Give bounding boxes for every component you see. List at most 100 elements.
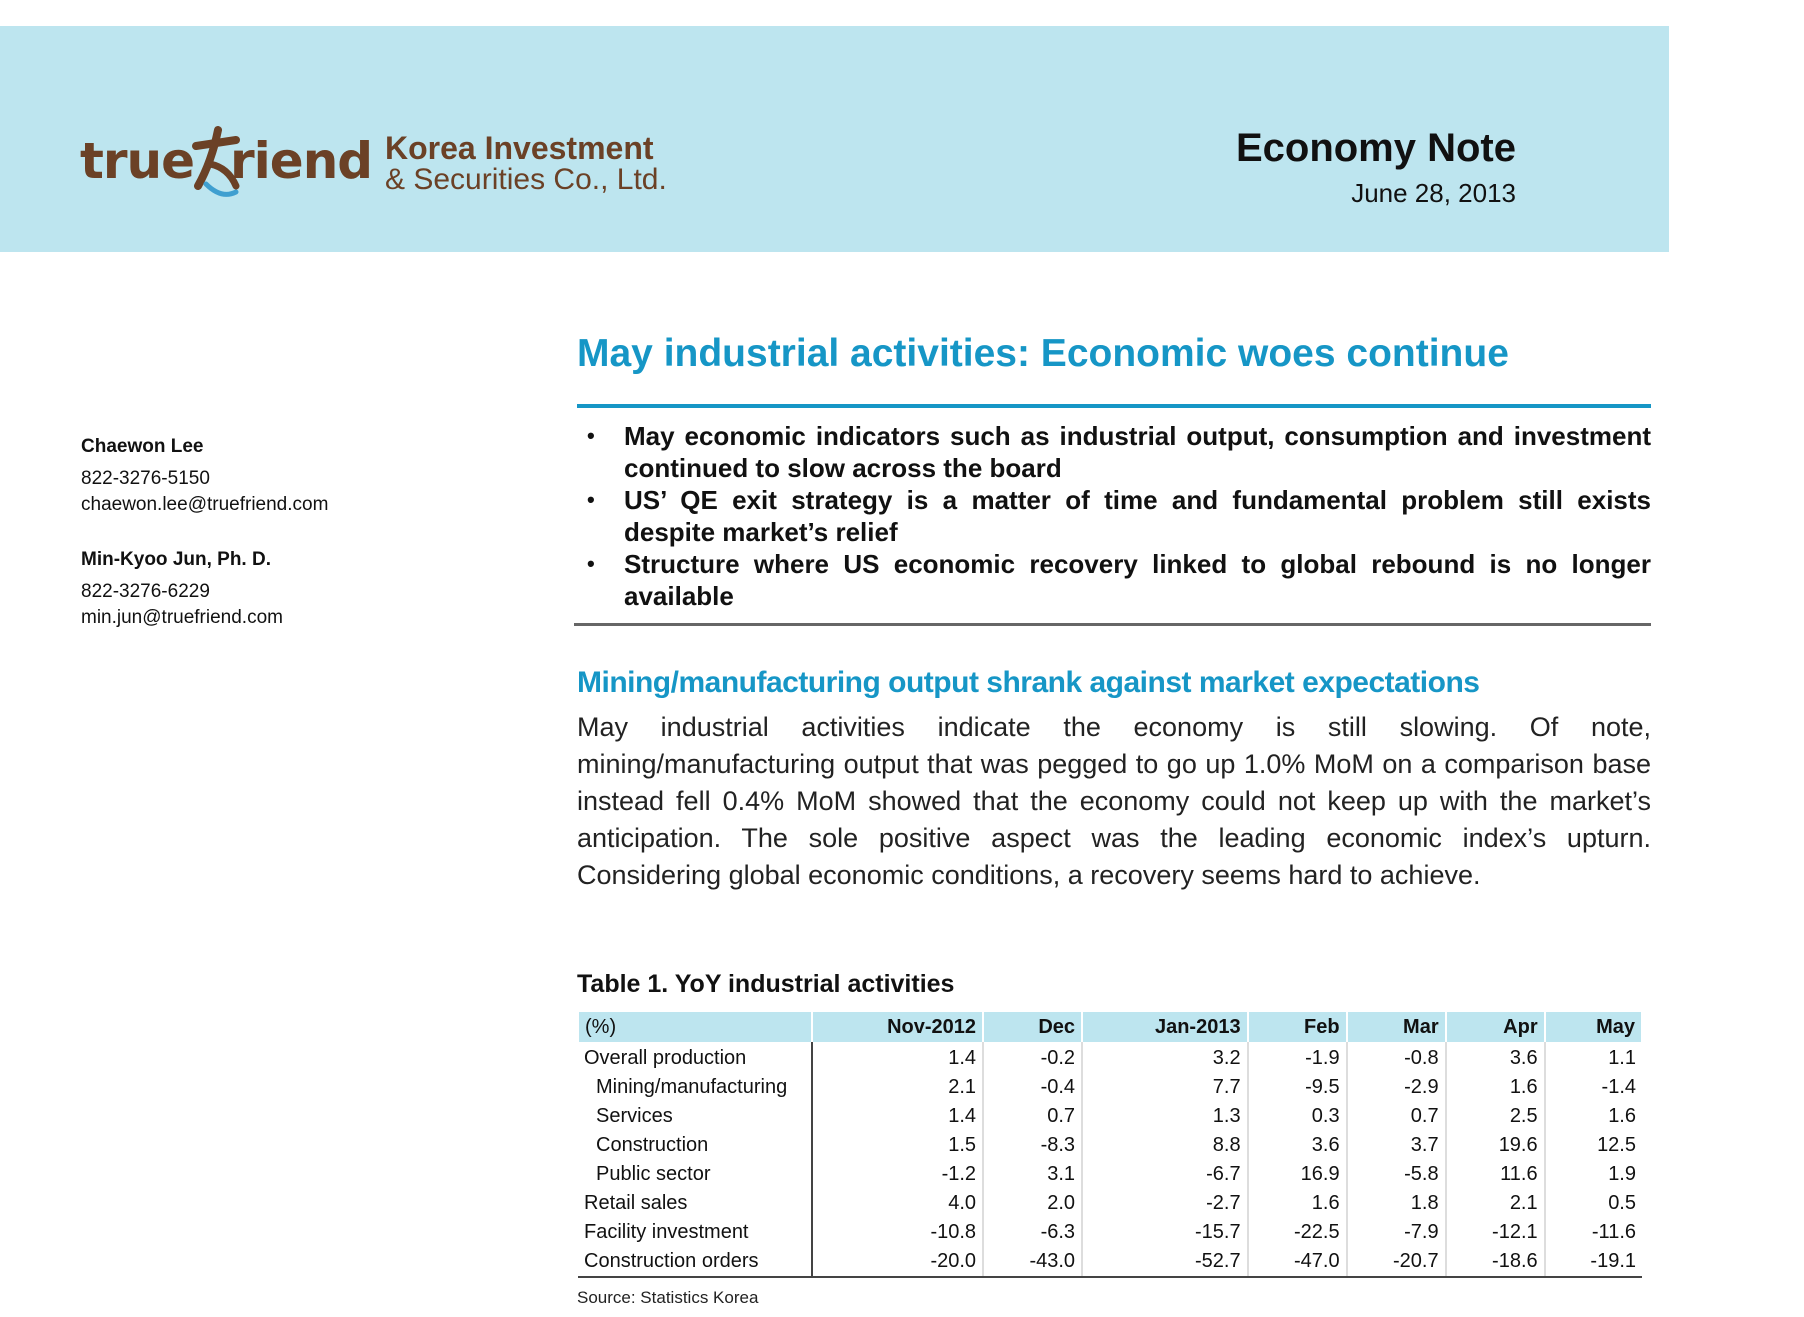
row-label: Mining/manufacturing <box>596 1076 788 1098</box>
table-cell: 0.5 <box>1543 1189 1642 1218</box>
table-cell: -43.0 <box>982 1247 1083 1278</box>
bullet-dot-icon: • <box>587 487 595 512</box>
table-row: Facility investment -10.8 -6.3 -15.7 -22… <box>578 1218 1642 1247</box>
analyst-block: Min-Kyoo Jun, Ph. D. 822-3276-6229 min.j… <box>81 547 283 631</box>
truefriend-logo: true riend <box>80 126 373 206</box>
table-cell: -22.5 <box>1246 1218 1347 1247</box>
row-label: Retail sales <box>584 1192 688 1214</box>
table-cell: 3.6 <box>1444 1042 1545 1073</box>
key-points-divider <box>574 623 1651 626</box>
column-header: Feb <box>1246 1012 1348 1042</box>
company-name-line1: Korea Investment <box>385 130 654 166</box>
table-row: Overall production 1.4 -0.2 3.2 -1.9 -0.… <box>578 1042 1642 1073</box>
table-cell: 3.6 <box>1246 1131 1347 1160</box>
table-row: Retail sales 4.0 2.0 -2.7 1.6 1.8 2.1 0.… <box>578 1189 1642 1218</box>
table-cell: 11.6 <box>1444 1160 1545 1189</box>
row-label: Facility investment <box>584 1221 749 1243</box>
table-cell: -6.7 <box>1081 1160 1248 1189</box>
table-cell: 8.8 <box>1081 1131 1248 1160</box>
table-row: Services 1.4 0.7 1.3 0.3 0.7 2.5 1.6 <box>578 1102 1642 1131</box>
column-header: Jan-2013 <box>1081 1012 1249 1042</box>
column-header: May <box>1543 1012 1644 1042</box>
analyst-block: Chaewon Lee 822-3276-5150 chaewon.lee@tr… <box>81 434 328 518</box>
key-point: • US’ QE exit strategy is a matter of ti… <box>577 484 1651 548</box>
title-divider <box>577 404 1651 408</box>
table-cell: -11.6 <box>1543 1218 1642 1247</box>
table-cell: -1.4 <box>1543 1073 1642 1102</box>
table-cell: 1.8 <box>1345 1189 1446 1218</box>
table-cell: -10.8 <box>810 1218 984 1247</box>
table-cell: 16.9 <box>1246 1160 1347 1189</box>
table-cell: 2.1 <box>1444 1189 1545 1218</box>
table-header-row: (%) Nov-2012 Dec Jan-2013 Feb Mar Apr Ma… <box>577 1012 1644 1042</box>
data-table: (%) Nov-2012 Dec Jan-2013 Feb Mar Apr Ma… <box>577 1012 1644 1278</box>
table-cell: -47.0 <box>1246 1247 1347 1278</box>
table-cell: 2.5 <box>1444 1102 1545 1131</box>
table-cell: 1.6 <box>1246 1189 1347 1218</box>
body-paragraph: May industrial activities indicate the e… <box>577 712 1651 890</box>
table-cell: 19.6 <box>1444 1131 1545 1160</box>
table-cell: -0.8 <box>1345 1042 1446 1073</box>
table-cell: 1.6 <box>1444 1073 1545 1102</box>
row-label: Construction <box>596 1134 709 1156</box>
table-cell: -1.2 <box>810 1160 984 1189</box>
table-cell: 4.0 <box>810 1189 984 1218</box>
analyst-name: Chaewon Lee <box>81 436 204 457</box>
key-point-text: May economic indicators such as industri… <box>624 421 1651 483</box>
table-cell: 1.1 <box>1543 1042 1642 1073</box>
table-cell: -52.7 <box>1081 1247 1248 1278</box>
table-cell: 1.6 <box>1543 1102 1642 1131</box>
table-cell: -1.9 <box>1246 1042 1347 1073</box>
document-date: June 28, 2013 <box>1351 178 1516 208</box>
table-cell: 1.9 <box>1543 1160 1642 1189</box>
table-cell: -2.7 <box>1081 1189 1248 1218</box>
table-cell: -0.4 <box>982 1073 1083 1102</box>
logo-f-glyph-icon <box>192 126 240 197</box>
document-type: Economy Note <box>1235 126 1516 170</box>
row-label: Public sector <box>596 1163 711 1185</box>
key-point: • May economic indicators such as indust… <box>577 420 1651 484</box>
analyst-phone: 822-3276-6229 <box>81 581 210 602</box>
logo-text-true: true <box>80 132 195 190</box>
table-row: Public sector -1.2 3.1 -6.7 16.9 -5.8 11… <box>578 1160 1642 1189</box>
key-point-text: Structure where US economic recovery lin… <box>624 549 1651 611</box>
bullet-dot-icon: • <box>587 551 595 576</box>
table-cell: -6.3 <box>982 1218 1083 1247</box>
table-cell: -12.1 <box>1444 1218 1545 1247</box>
logo-text-riend: riend <box>230 132 373 190</box>
table-cell: 1.3 <box>1081 1102 1248 1131</box>
table-cell: -5.8 <box>1345 1160 1446 1189</box>
table-cell: -18.6 <box>1444 1247 1545 1278</box>
row-label: Services <box>596 1105 673 1127</box>
row-label: Overall production <box>584 1047 747 1069</box>
column-header: Mar <box>1345 1012 1447 1042</box>
column-header: Apr <box>1444 1012 1546 1042</box>
table-cell: 0.3 <box>1246 1102 1347 1131</box>
key-point: • Structure where US economic recovery l… <box>577 548 1651 612</box>
table-cell: -15.7 <box>1081 1218 1248 1247</box>
table-cell: 3.7 <box>1345 1131 1446 1160</box>
bullet-dot-icon: • <box>587 423 595 448</box>
analyst-email[interactable]: min.jun@truefriend.com <box>81 607 283 628</box>
header-banner: true riend Korea Investment & Securities… <box>0 26 1669 252</box>
analyst-phone: 822-3276-5150 <box>81 468 210 489</box>
row-label: Construction orders <box>578 1247 812 1278</box>
table-cell: -7.9 <box>1345 1218 1446 1247</box>
table-cell: 3.1 <box>982 1160 1083 1189</box>
table-cell: 0.7 <box>982 1102 1083 1131</box>
key-point-text: US’ QE exit strategy is a matter of time… <box>624 485 1651 547</box>
table-cell: -2.9 <box>1345 1073 1446 1102</box>
table-source: Source: Statistics Korea <box>577 1288 759 1307</box>
table-title: Table 1. YoY industrial activities <box>577 970 955 998</box>
table-cell: 1.5 <box>810 1131 984 1160</box>
analyst-email[interactable]: chaewon.lee@truefriend.com <box>81 494 329 515</box>
table-cell: 0.7 <box>1345 1102 1446 1131</box>
table-cell: 12.5 <box>1543 1131 1642 1160</box>
table-row: Mining/manufacturing 2.1 -0.4 7.7 -9.5 -… <box>578 1073 1642 1102</box>
table-cell: -9.5 <box>1246 1073 1347 1102</box>
table-row: Construction orders -20.0 -43.0 -52.7 -4… <box>578 1247 1642 1278</box>
table-cell: 2.1 <box>810 1073 984 1102</box>
table-cell: 1.4 <box>810 1102 984 1131</box>
table-cell: -20.0 <box>810 1247 984 1278</box>
column-header: Dec <box>982 1012 1084 1042</box>
